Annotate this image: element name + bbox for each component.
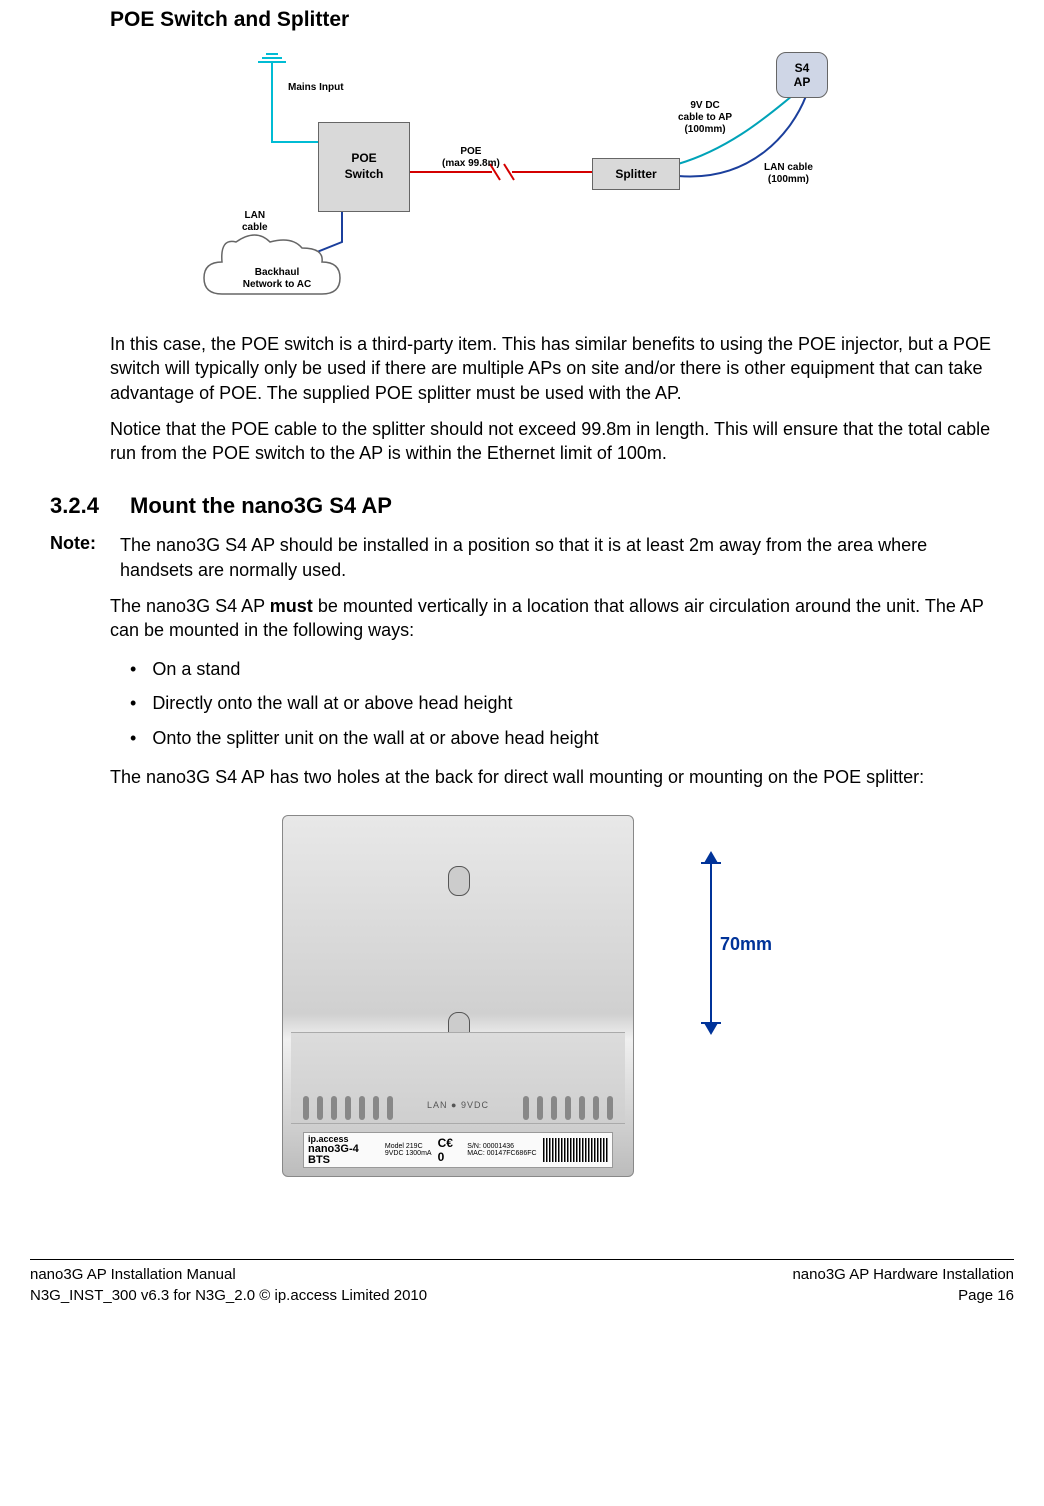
paragraph-2: Notice that the POE cable to the splitte…: [110, 417, 994, 466]
mount-options-list: On a stand Directly onto the wall at or …: [130, 655, 994, 753]
list-item: Directly onto the wall at or above head …: [130, 689, 994, 718]
poe-switch-box: POE Switch: [318, 122, 410, 212]
port-label: LAN ● 9VDC: [283, 1100, 633, 1110]
lan-cable2-label: LAN cable (100mm): [764, 162, 813, 186]
device-model: Model 219C 9VDC 1300mA: [385, 1143, 432, 1158]
device-back-figure: LAN ● 9VDC ip.access nano3G-4 BTS Model …: [272, 809, 772, 1189]
section-number: 3.2.4: [50, 493, 130, 519]
footer-left-1: nano3G AP Installation Manual: [30, 1264, 427, 1285]
note-block: Note: The nano3G S4 AP should be install…: [50, 533, 994, 582]
list-item: Onto the splitter unit on the wall at or…: [130, 724, 994, 753]
dc-cable-label: 9V DC cable to AP (100mm): [678, 100, 732, 136]
paragraph-1: In this case, the POE switch is a third-…: [110, 332, 994, 405]
device-body: LAN ● 9VDC ip.access nano3G-4 BTS Model …: [282, 815, 634, 1177]
device-ce: C€ 0: [438, 1136, 462, 1164]
list-item: On a stand: [130, 655, 994, 684]
dimension-line: [710, 863, 712, 1023]
subsection-title: POE Switch and Splitter: [110, 8, 994, 32]
barcode-icon: [543, 1138, 608, 1162]
footer-right-2: Page 16: [792, 1285, 1014, 1306]
note-label: Note:: [50, 533, 120, 582]
note-text: The nano3G S4 AP should be installed in …: [120, 533, 994, 582]
mains-input-label: Mains Input: [288, 82, 344, 94]
poe-switch-diagram: Mains Input POE Switch POE (max 99.8m) S…: [172, 52, 872, 312]
dimension-arrow-up-icon: [704, 851, 718, 863]
paragraph-3: The nano3G S4 AP must be mounted vertica…: [110, 594, 994, 643]
device-info-strip: ip.access nano3G-4 BTS Model 219C 9VDC 1…: [303, 1132, 613, 1168]
section-title-text: Mount the nano3G S4 AP: [130, 493, 392, 518]
device-product: nano3G-4 BTS: [308, 1144, 379, 1166]
device-sn: S/N: 00001436 MAC: 00147FC686FC: [467, 1143, 536, 1158]
poe-run-label: POE (max 99.8m): [442, 146, 500, 170]
lan-cable-label: LAN cable: [242, 210, 268, 234]
dimension-label: 70mm: [720, 934, 772, 955]
section-heading: 3.2.4Mount the nano3G S4 AP: [50, 493, 994, 519]
backhaul-cloud-label: Backhaul Network to AC: [232, 267, 322, 291]
paragraph-4: The nano3G S4 AP has two holes at the ba…: [110, 765, 994, 789]
page-footer: nano3G AP Installation Manual N3G_INST_3…: [30, 1259, 1014, 1306]
s4-ap-box: S4 AP: [776, 52, 828, 98]
footer-right-1: nano3G AP Hardware Installation: [792, 1264, 1014, 1285]
mount-hole-top: [448, 866, 470, 896]
splitter-box: Splitter: [592, 158, 680, 190]
footer-left-2: N3G_INST_300 v6.3 for N3G_2.0 © ip.acces…: [30, 1285, 427, 1306]
dimension-arrow-down-icon: [704, 1023, 718, 1035]
